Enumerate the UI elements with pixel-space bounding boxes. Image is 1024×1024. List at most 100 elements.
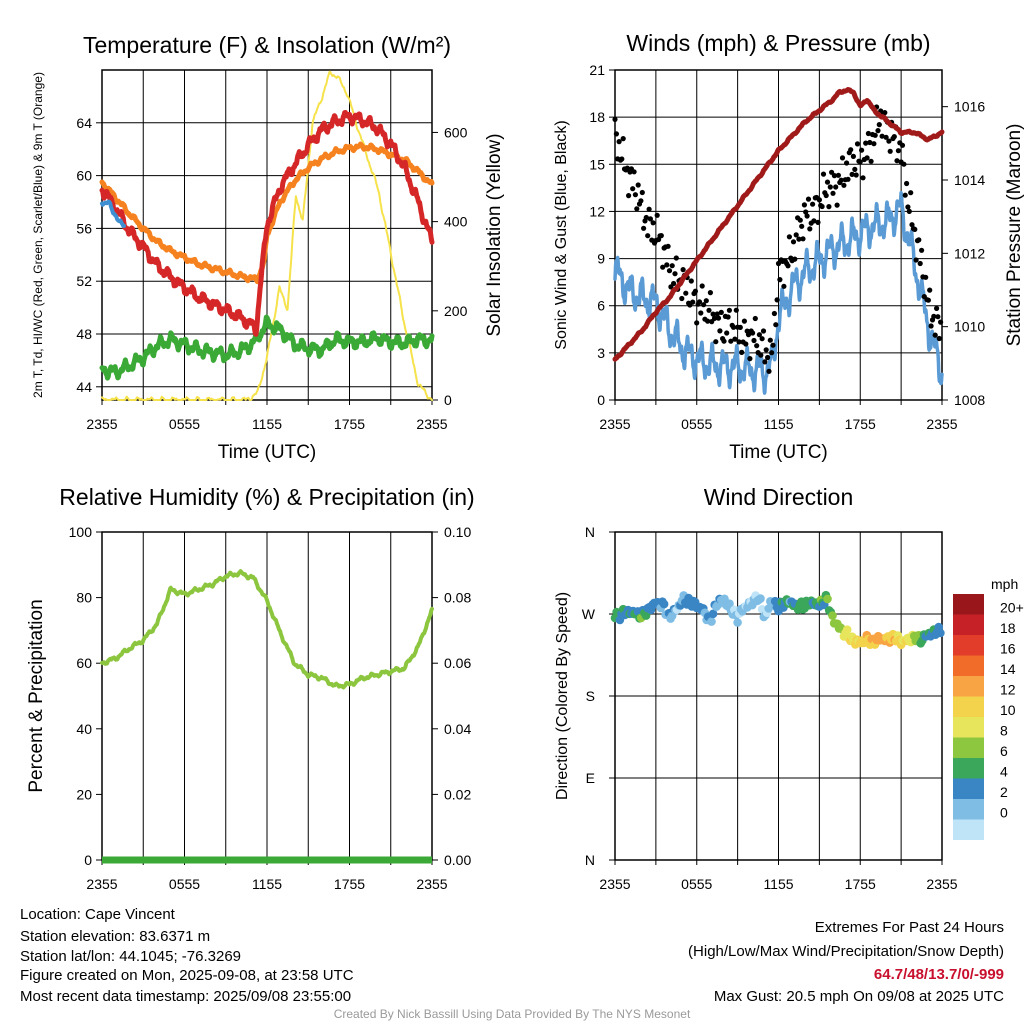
gust-point [736,339,742,345]
gust-point [737,324,743,330]
gust-point [638,198,644,204]
gust-point [887,148,893,154]
x-tick-label: 1755 [845,416,876,432]
gust-point [715,315,722,321]
gust-point [827,184,833,190]
y-tick-label: 21 [589,62,605,78]
gust-point [815,219,821,225]
x-axis-title: Time (UTC) [729,442,828,463]
gust-point [775,260,782,267]
y2-tick-label: 600 [444,124,468,140]
info-latlon: Station lat/lon: 44.1045; -76.3269 [20,948,242,965]
gust-point [759,336,765,342]
gust-point [680,267,686,273]
gust-point [886,138,892,144]
x-tick-label: 0555 [169,416,200,432]
gust-point [790,239,797,245]
gust-point [859,147,865,153]
gust-point [819,203,825,210]
gust-point [705,318,711,324]
gust-point [616,139,622,145]
legend-label: 18 [1000,620,1016,636]
legend-swatch [953,594,984,615]
series-2m-t [99,110,435,337]
gust-point [654,212,660,218]
direction-point [842,625,852,634]
gust-point [747,356,753,362]
direction-point [708,609,718,619]
legend-swatch [953,819,984,840]
gust-point [800,236,806,242]
extremes-title: Extremes For Past 24 Hours [814,919,1004,936]
gust-point [834,202,840,208]
legend-label: 14 [1000,661,1016,677]
y2-tick-label: 1010 [954,319,985,335]
gust-point [932,332,938,338]
gust-point [848,147,854,153]
legend-label: 10 [1000,702,1016,718]
gust-point [785,263,791,269]
legend-label: 0 [1000,805,1008,821]
gust-point [703,298,709,304]
panel-4 [609,531,943,865]
y2-tick-label: 1016 [954,99,985,115]
gust-point [835,172,842,178]
legend-label: 20+ [1000,600,1024,616]
series-td [99,314,435,381]
gust-point [710,311,716,317]
direction-point [823,594,832,604]
legend-swatch [953,655,984,676]
x-tick-label: 2355 [416,876,447,892]
y2-tick-label: 0.00 [444,852,471,868]
y-tick-label: 52 [76,273,92,289]
direction-point [659,599,669,609]
gust-point [899,142,906,148]
x-tick-label: 2355 [416,416,447,432]
gust-point [672,271,678,277]
gust-point [671,280,677,287]
gust-point [913,257,919,263]
y-tick-label: N [585,524,595,540]
gust-point [792,256,798,262]
gust-point [799,223,805,229]
gust-point [807,226,813,232]
gust-point [934,305,940,311]
y2-tick-label: 1014 [954,172,985,188]
gust-point [844,160,850,166]
y2-tick-label: 0.02 [444,786,471,802]
gust-point [717,328,723,334]
y-axis-title-left: Direction (Colored By Speed) [554,592,571,800]
gust-point [876,122,882,128]
gust-point [624,165,630,171]
legend-swatch [953,778,984,799]
x-axis-title: Time (UTC) [218,442,317,463]
gust-point [713,339,719,345]
x-tick-label: 2355 [599,876,630,892]
gust-point [699,283,705,289]
gust-point [665,243,671,249]
y-tick-label: 60 [76,655,92,671]
gust-point [854,141,861,147]
legend-swatch [953,799,984,820]
gust-point [786,234,793,240]
y-axis-title-left: 2m T, Td, HI/WC (Red, Green, Scarlet/Blu… [31,72,45,398]
gust-point [860,175,866,181]
gust-point [865,130,872,137]
legend-swatch [953,758,984,779]
gust-point [875,128,881,134]
gust-point [804,213,810,219]
gust-point [721,338,727,344]
gust-point [923,274,929,280]
gust-point [626,193,632,199]
series-hi-wc [100,199,126,228]
max-gust: Max Gust: 20.5 mph On 09/08 at 2025 UTC [713,988,1004,1005]
series-sonic-wind [613,191,944,395]
gust-point [909,222,915,228]
panel-2 [609,69,943,405]
y-tick-label: 80 [76,590,92,606]
gust-point [631,169,637,175]
gust-point [714,311,720,317]
y-tick-label: 60 [76,168,92,184]
gust-point [728,338,734,344]
gust-point [766,368,772,374]
